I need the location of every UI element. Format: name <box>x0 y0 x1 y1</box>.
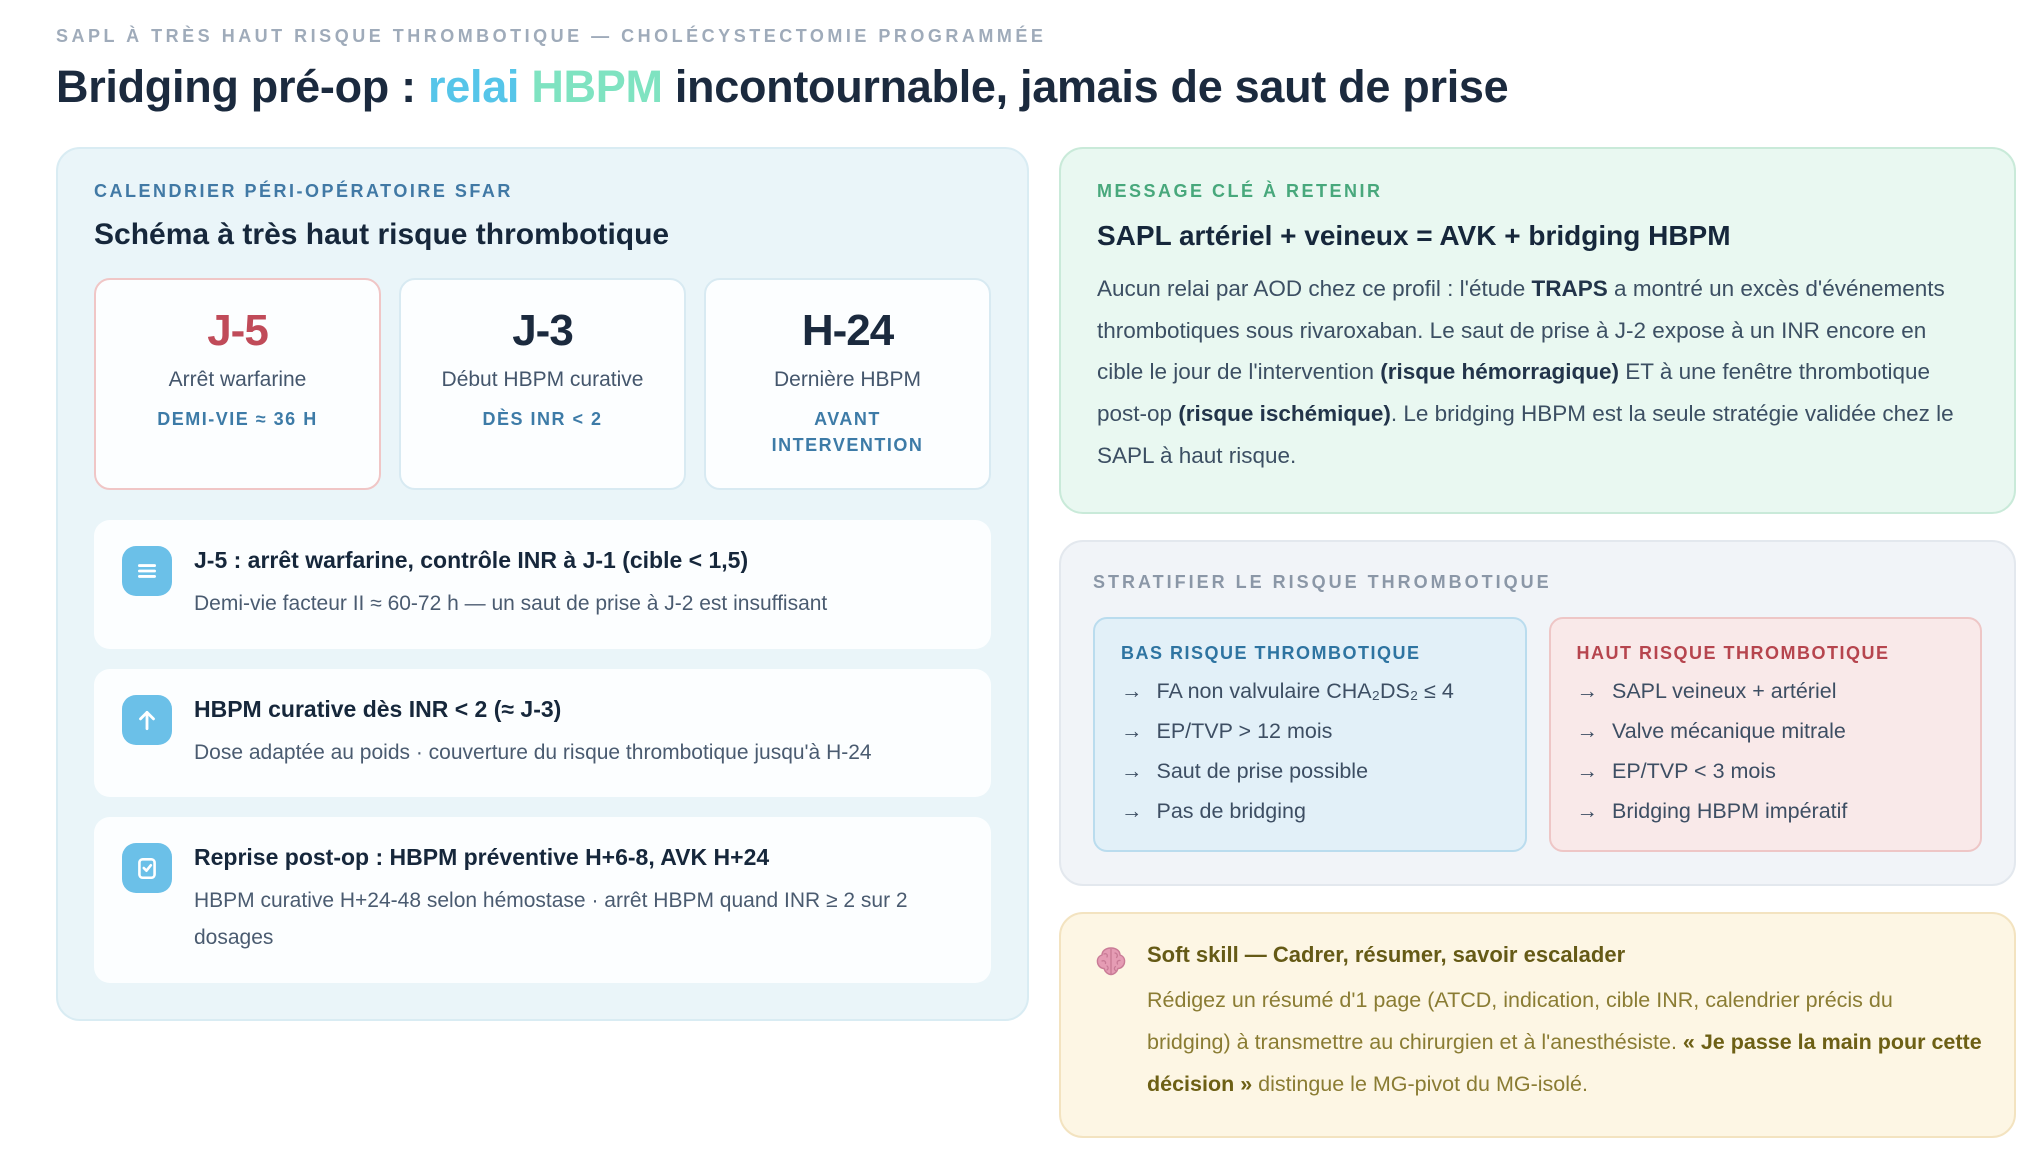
step-row-hbpm-curative: HBPM curative dès INR < 2 (≈ J-3) Dose a… <box>94 668 991 798</box>
timeline-card-j5: J-5 Arrêt warfarine DEMI-VIE ≈ 36 H <box>94 278 381 491</box>
soft-skill-segment: Rédigez un résumé d'1 page (ATCD, indica… <box>1147 988 1893 1055</box>
timeline-note: DEMI-VIE ≈ 36 H <box>157 409 318 429</box>
timeline-label: Début HBPM curative <box>441 368 644 391</box>
arrow-right-icon: → <box>1576 799 1599 824</box>
timeline-day: J-5 <box>207 306 269 355</box>
title-part1: Bridging pré-op : <box>56 61 429 112</box>
arrow-right-icon: → <box>1121 679 1143 704</box>
key-message-card: MESSAGE CLÉ À RETENIR SAPL artériel + ve… <box>1059 147 2016 515</box>
timeline: J-5 Arrêt warfarine DEMI-VIE ≈ 36 H J-3 … <box>94 278 991 491</box>
page-title: Bridging pré-op : relai HBPM incontourna… <box>56 61 2016 113</box>
title-part2: incontournable, jamais de saut de prise <box>662 61 1509 112</box>
arrow-right-icon: → <box>1576 759 1599 784</box>
risk-item: → EP/TVP > 12 mois <box>1121 719 1499 744</box>
timeline-day: H-24 <box>801 306 894 355</box>
timeline-card-j3: J-3 Début HBPM curative DÈS INR < 2 <box>399 278 686 491</box>
high-risk-header: HAUT RISQUE THROMBOTIQUE <box>1576 643 1890 664</box>
arrow-right-icon: → <box>1576 679 1599 704</box>
soft-skill-bold: « Je passe la main pour cette décision » <box>1147 1030 1982 1096</box>
timeline-day: J-3 <box>512 306 574 355</box>
step-title: HBPM curative dès INR < 2 (≈ J-3) <box>194 695 562 722</box>
risk-item-text: Pas de bridging <box>1156 799 1306 824</box>
brain-icon <box>1093 944 1129 985</box>
risk-stratification-label: STRATIFIER LE RISQUE THROMBOTIQUE <box>1093 572 1552 593</box>
risk-item: → Pas de bridging <box>1121 799 1499 824</box>
risk-item-text: EP/TVP < 3 mois <box>1612 759 1776 784</box>
step-row-reprise-postop: Reprise post-op : HBPM préventive H+6-8,… <box>94 817 991 983</box>
arrow-right-icon: → <box>1121 759 1143 784</box>
paragraph-segment: Aucun relai par AOD chez ce profil : l'é… <box>1097 276 1532 301</box>
step-text: Dose adaptée au poids · couverture du ri… <box>194 740 872 764</box>
step-text: HBPM curative H+24-48 selon hémostase · … <box>194 889 908 950</box>
risk-item: → EP/TVP < 3 mois <box>1577 759 1955 784</box>
risk-item: → Valve mécanique mitrale <box>1577 719 1955 744</box>
title-accent-hbpm: HBPM <box>531 61 663 112</box>
low-risk-card: BAS RISQUE THROMBOTIQUE → FA non valvulai… <box>1093 617 1527 853</box>
soft-skill-text: Rédigez un résumé d'1 page (ATCD, indica… <box>1147 980 1982 1106</box>
step-row-arret-warfarine: J-5 : arrêt warfarine, contrôle INR à J-… <box>94 520 991 649</box>
page: SAPL À TRÈS HAUT RISQUE THROMBOTIQUE — C… <box>56 26 2016 1138</box>
timeline-note: DÈS INR < 2 <box>482 409 603 429</box>
paragraph-segment: a montré un excès d'événements thromboti… <box>1097 276 1945 385</box>
step-title: Reprise post-op : HBPM préventive H+6-8,… <box>194 844 770 871</box>
right-column: MESSAGE CLÉ À RETENIR SAPL artériel + ve… <box>1059 147 2016 1138</box>
soft-skill-card: Soft skill — Cadrer, résumer, savoir esc… <box>1059 912 2016 1138</box>
step-body: Reprise post-op : HBPM préventive H+6-8,… <box>194 843 963 956</box>
timeline-note: AVANT INTERVENTION <box>771 409 924 456</box>
paragraph-bold: (risque ischémique) <box>1178 400 1391 426</box>
risk-item-text: Valve mécanique mitrale <box>1612 719 1846 744</box>
step-body: J-5 : arrêt warfarine, contrôle INR à J-… <box>194 546 827 623</box>
arrow-right-icon: → <box>1576 719 1599 744</box>
timeline-label: Dernière HBPM <box>773 368 922 391</box>
risk-item: → Bridging HBPM impératif <box>1577 799 1955 824</box>
low-risk-header: BAS RISQUE THROMBOTIQUE <box>1121 643 1421 664</box>
step-title: J-5 : arrêt warfarine, contrôle INR à J-… <box>194 547 749 574</box>
step-text: Demi-vie facteur II ≈ 60-72 h — un saut … <box>194 592 828 616</box>
soft-skill-body: Soft skill — Cadrer, résumer, savoir esc… <box>1147 942 1982 1106</box>
risk-item-text: EP/TVP > 12 mois <box>1156 719 1333 744</box>
risk-grid: BAS RISQUE THROMBOTIQUE → FA non valvulai… <box>1093 617 1982 853</box>
risk-item-text: Saut de prise possible <box>1156 759 1369 784</box>
step-body: HBPM curative dès INR < 2 (≈ J-3) Dose a… <box>194 695 872 772</box>
risk-stratification-card: STRATIFIER LE RISQUE THROMBOTIQUE BAS RI… <box>1059 540 2016 887</box>
content-columns: CALENDRIER PÉRI-OPÉRATOIRE SFAR Schéma à… <box>56 147 2016 1138</box>
risk-item-text: Bridging HBPM impératif <box>1612 799 1848 824</box>
high-risk-card: HAUT RISQUE THROMBOTIQUE → SAPL veineux +… <box>1548 617 1982 853</box>
paragraph-bold: (risque hémorragique) <box>1380 359 1620 385</box>
calendar-card: CALENDRIER PÉRI-OPÉRATOIRE SFAR Schéma à… <box>56 147 1029 1021</box>
risk-item: → Saut de prise possible <box>1121 759 1499 784</box>
paragraph-segment: ET à une fenêtre thrombotique post-op <box>1097 359 1931 426</box>
arrow-right-icon: → <box>1121 799 1143 824</box>
eyebrow: SAPL À TRÈS HAUT RISQUE THROMBOTIQUE — C… <box>56 26 1047 46</box>
risk-item: → FA non valvulaire CHA₂DS₂ ≤ 4 <box>1121 679 1499 704</box>
risk-item-text: FA non valvulaire CHA₂DS₂ ≤ 4 <box>1156 679 1454 704</box>
risk-item: → SAPL veineux + artériel <box>1577 679 1955 704</box>
arrow-up-icon <box>122 694 172 745</box>
timeline-card-h24: H-24 Dernière HBPM AVANT INTERVENTION <box>704 278 991 491</box>
calendar-subtitle: Schéma à très haut risque thrombotique <box>94 218 670 251</box>
key-message-title: SAPL artériel + veineux = AVK + bridging… <box>1097 220 1731 251</box>
checkbox-icon <box>122 843 172 894</box>
key-message-label: MESSAGE CLÉ À RETENIR <box>1097 181 1383 201</box>
title-space <box>519 61 531 112</box>
timeline-label: Arrêt warfarine <box>168 368 307 391</box>
title-accent-relai: relai <box>428 61 520 112</box>
paragraph-segment: . Le bridging HBPM est la seule stratégi… <box>1097 400 1954 468</box>
calendar-card-label: CALENDRIER PÉRI-OPÉRATOIRE SFAR <box>94 181 513 201</box>
risk-item-text: SAPL veineux + artériel <box>1612 679 1837 704</box>
paragraph-bold: TRAPS <box>1531 276 1608 301</box>
key-message-paragraph: Aucun relai par AOD chez ce profil : l'é… <box>1097 268 1978 476</box>
menu-list-icon <box>122 546 172 597</box>
soft-skill-segment: distingue le MG-pivot du MG-isolé. <box>1252 1071 1588 1096</box>
arrow-right-icon: → <box>1121 719 1143 744</box>
soft-skill-title: Soft skill — Cadrer, résumer, savoir esc… <box>1147 942 1626 968</box>
